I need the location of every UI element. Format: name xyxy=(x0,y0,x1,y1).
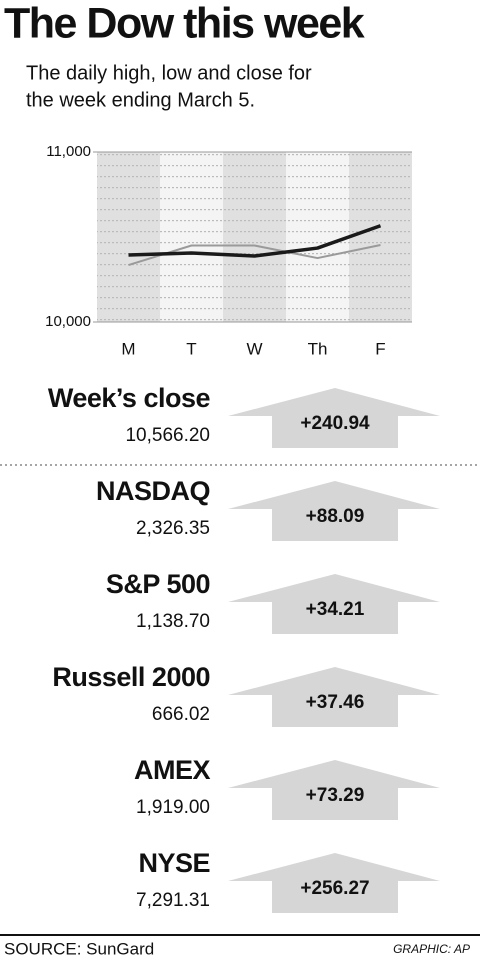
index-name: NYSE xyxy=(138,848,210,878)
index-change: +37.46 xyxy=(306,692,365,713)
arrow xyxy=(228,481,440,541)
arrow xyxy=(228,667,440,727)
x-tick-label: F xyxy=(375,339,385,358)
dot-texture xyxy=(97,152,412,322)
source: SOURCE: SunGard xyxy=(4,939,154,958)
y-tick-label: 11,000 xyxy=(46,143,91,160)
arrow xyxy=(228,388,440,448)
arrow xyxy=(228,853,440,913)
title: The Dow this week xyxy=(4,0,365,47)
index-change: +256.27 xyxy=(300,878,369,899)
index-change: +240.94 xyxy=(300,413,370,434)
x-tick-label: M xyxy=(121,339,135,358)
x-tick-label: W xyxy=(246,339,262,358)
index-value: 10,566.20 xyxy=(125,425,210,446)
index-value: 1,138.70 xyxy=(136,611,210,632)
index-change: +73.29 xyxy=(306,785,365,806)
index-change: +34.21 xyxy=(306,599,365,620)
plot xyxy=(97,152,412,322)
index-name: S&P 500 xyxy=(106,569,210,599)
index-name: NASDAQ xyxy=(96,476,210,506)
subtitle: the week ending March 5. xyxy=(26,89,255,111)
arrow xyxy=(228,574,440,634)
subtitle: The daily high, low and close for xyxy=(26,62,312,84)
arrow xyxy=(228,760,440,820)
index-value: 2,326.35 xyxy=(136,518,210,539)
credit: GRAPHIC: AP xyxy=(393,942,470,956)
index-name: Week’s close xyxy=(48,383,211,413)
index-value: 1,919.00 xyxy=(136,797,210,818)
x-tick-label: Th xyxy=(308,339,328,358)
y-tick-label: 10,000 xyxy=(45,313,91,330)
index-name: AMEX xyxy=(134,755,210,785)
index-value: 7,291.31 xyxy=(136,890,210,911)
series-line xyxy=(128,224,382,258)
index-name: Russell 2000 xyxy=(52,662,210,692)
index-change: +88.09 xyxy=(306,506,365,527)
x-tick-label: T xyxy=(186,339,196,358)
index-value: 666.02 xyxy=(152,704,210,725)
